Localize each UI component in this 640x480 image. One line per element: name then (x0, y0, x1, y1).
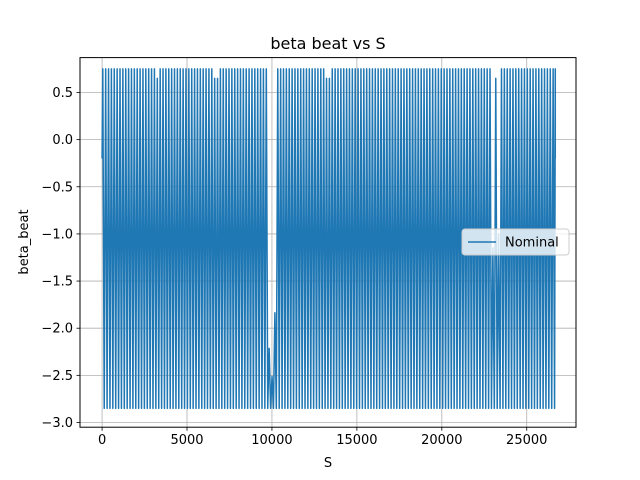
series-group (101, 68, 557, 410)
y-axis-label: beta_beat (17, 209, 32, 274)
y-tick-label: −3.0 (41, 416, 73, 431)
x-tick-label: 0 (98, 433, 106, 448)
x-axis-label: S (324, 456, 332, 471)
y-tick-label: −1.5 (41, 275, 73, 290)
x-tick-label: 5000 (170, 433, 203, 448)
plot-frame (79, 57, 577, 428)
y-tick-label: 0.0 (52, 133, 73, 148)
y-tick-label: −0.5 (41, 180, 73, 195)
series-line-nominal (101, 68, 557, 410)
x-tick-label: 10000 (251, 433, 292, 448)
x-tick-label: 25000 (506, 433, 547, 448)
y-tick-label: −2.5 (41, 369, 73, 384)
x-tick-label: 15000 (336, 433, 377, 448)
x-tick-label: 20000 (421, 433, 462, 448)
y-axis-ticks: 0.5 0.0 −0.5 −1.0 −1.5 −2.0 −2.5 −3.0 (41, 86, 80, 431)
legend: Nominal (461, 228, 570, 256)
legend-series-label: Nominal (505, 236, 559, 251)
x-axis-ticks: 0 5000 10000 15000 20000 25000 (98, 427, 547, 448)
y-tick-label: −1.0 (41, 227, 73, 242)
legend-box (461, 228, 570, 256)
y-tick-label: −2.0 (41, 322, 73, 337)
chart-title: beta beat vs S (270, 34, 385, 53)
y-tick-label: 0.5 (52, 86, 73, 101)
